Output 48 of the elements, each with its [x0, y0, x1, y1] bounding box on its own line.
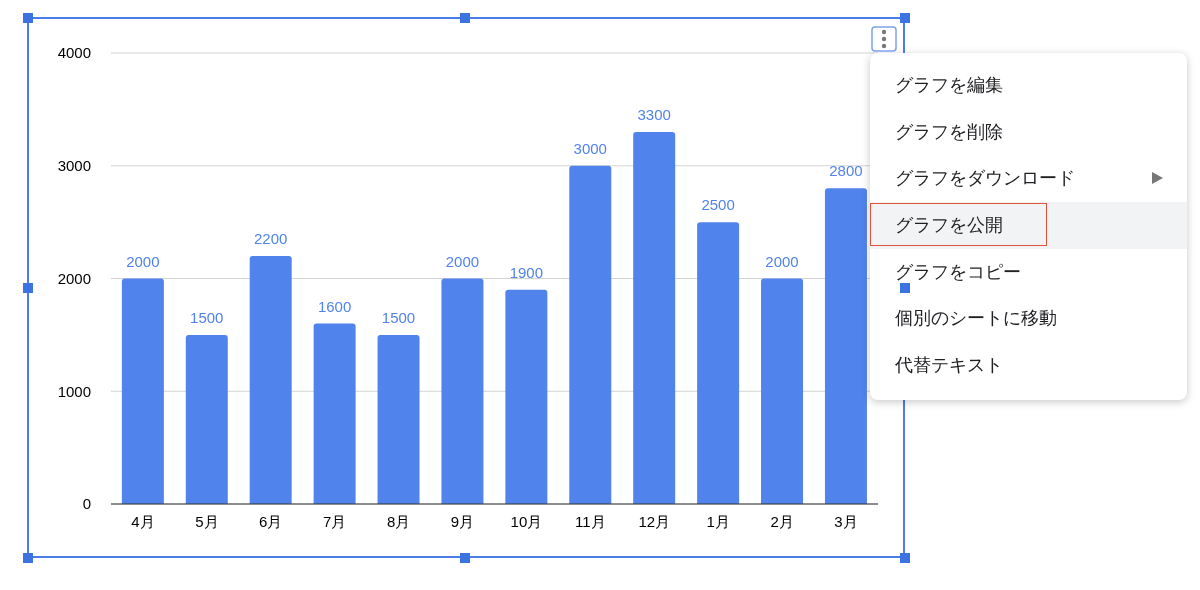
x-tick-label: 7月 [323, 512, 347, 530]
text: 代替テキスト [895, 354, 1003, 378]
text: グラフを編集 [895, 74, 1003, 97]
x-tick-label: 4月 [131, 512, 155, 530]
bar [249, 255, 292, 504]
x-tick-label: 5月 [195, 512, 219, 530]
data-label: 3000 [573, 139, 607, 157]
y-tick-label: 4000 [57, 44, 91, 62]
x-tick-label: 6月 [259, 512, 283, 530]
text: 個別のシートに移動 [895, 307, 1057, 331]
text: グラフをコピー [895, 260, 1021, 284]
bar [633, 131, 676, 504]
x-tick-label: 1月 [706, 512, 730, 530]
x-tick-label: 3月 [834, 512, 858, 530]
bar [505, 289, 548, 504]
y-tick-label: 0 [82, 495, 91, 513]
x-tick-label: 2月 [770, 512, 794, 530]
bar [569, 165, 612, 504]
bar [761, 278, 804, 504]
bar [377, 334, 420, 504]
bar [824, 188, 867, 504]
bar [313, 323, 356, 504]
data-label: 2000 [445, 252, 480, 270]
x-tick-label: 9月 [450, 512, 475, 530]
bar [121, 278, 164, 504]
data-label: 2200 [254, 229, 288, 247]
y-tick-label: 1000 [57, 382, 91, 400]
x-tick-label: 8月 [386, 512, 411, 530]
data-label: 2000 [765, 252, 799, 270]
text: グラフを削除 [895, 120, 1003, 144]
bar [441, 278, 484, 504]
x-tick-label: 12月 [638, 512, 671, 530]
data-label: 2000 [126, 252, 160, 270]
text: グラフをダウンロード [895, 167, 1075, 191]
data-label: 2800 [829, 162, 863, 180]
bar [697, 222, 740, 504]
text: グラフを公開 [895, 214, 1003, 238]
data-label: 1500 [381, 308, 416, 326]
y-tick-label: 2000 [57, 269, 91, 287]
y-tick-label: 3000 [57, 157, 91, 175]
data-label: 2500 [701, 196, 735, 214]
x-tick-label: 10月 [510, 512, 543, 530]
data-label: 1500 [190, 308, 224, 326]
x-tick-label: 11月 [575, 512, 606, 530]
bar [185, 334, 228, 504]
data-label: 3300 [637, 105, 671, 123]
data-label: 1600 [317, 297, 352, 315]
data-label: 1900 [509, 263, 544, 281]
